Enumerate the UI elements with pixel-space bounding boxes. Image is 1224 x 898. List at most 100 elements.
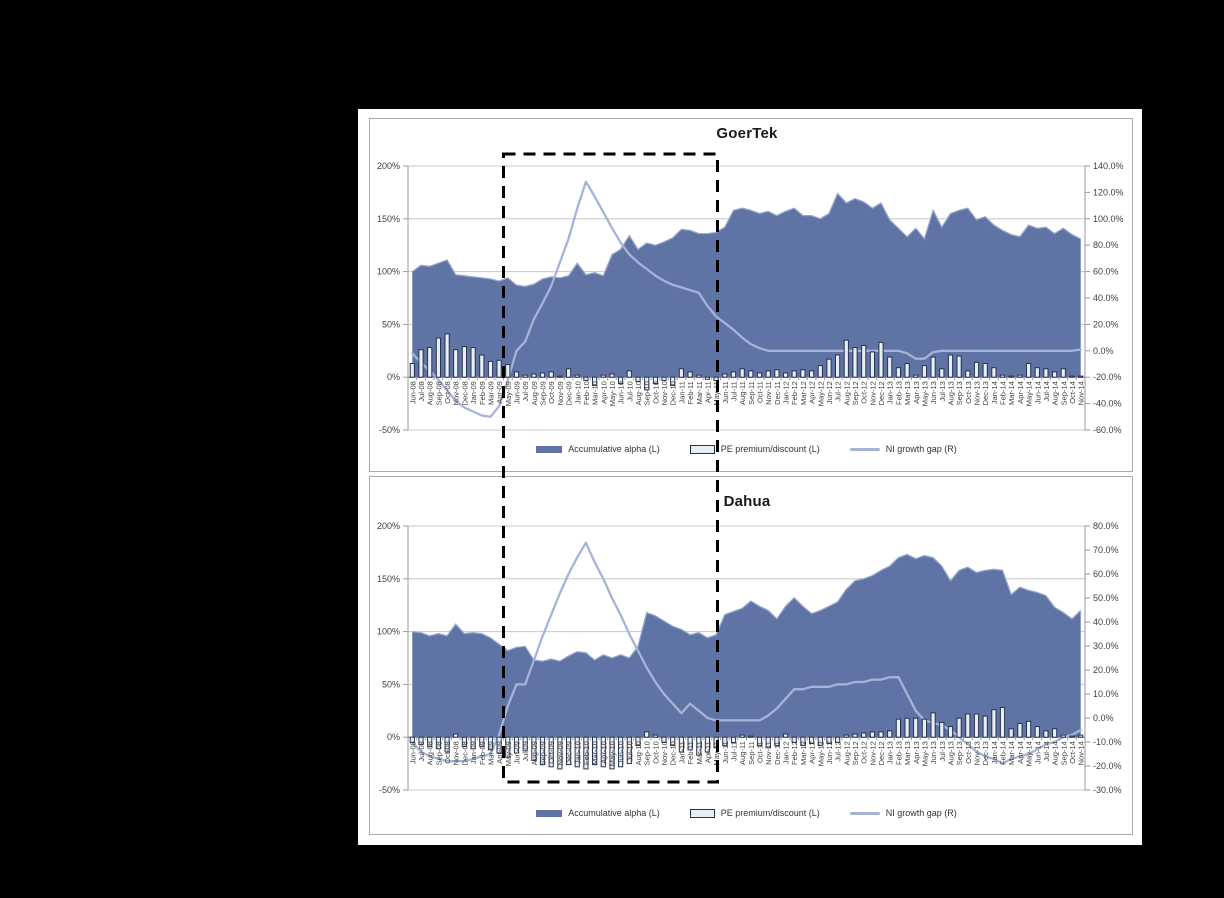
bar — [895, 718, 901, 738]
left-axis-label: -50% — [379, 425, 400, 435]
x-axis-label: May-12 — [816, 381, 825, 406]
right-axis-label: 60.0% — [1093, 267, 1119, 277]
bar — [635, 376, 641, 382]
x-axis-label: Aug-09 — [530, 741, 539, 765]
x-axis-label: Mar-12 — [799, 381, 808, 405]
bar — [956, 355, 962, 378]
bar — [574, 736, 580, 768]
x-axis-label: Nov-13 — [973, 741, 982, 765]
bar — [704, 736, 710, 753]
x-axis-label: Feb-13 — [894, 381, 903, 405]
bar — [522, 374, 528, 378]
x-axis-label: Oct-08 — [443, 381, 452, 404]
bar — [999, 374, 1006, 378]
dahua-chart: Jun-08 Jul-08 Aug-08 Sep-08 Oct-08 Nov-08 Dec-… — [377, 521, 1122, 795]
x-axis-label: Feb-11 — [686, 381, 695, 404]
x-axis-label: Apr-12 — [808, 741, 817, 764]
bar — [800, 736, 806, 747]
x-axis-label: Nov-14 — [1077, 741, 1086, 765]
left-axis-label: 50% — [382, 319, 400, 329]
x-axis-label: Jul-08 — [417, 741, 426, 761]
legend-label: PE premium/discount (L) — [720, 444, 820, 454]
bar — [600, 374, 606, 378]
bar — [479, 736, 485, 748]
x-axis-label: Jul-09 — [521, 741, 530, 761]
bar — [991, 709, 997, 738]
bar — [548, 371, 554, 378]
left-axis-label: 150% — [377, 574, 400, 584]
bar — [409, 363, 415, 378]
bar — [1008, 375, 1014, 378]
bar — [730, 371, 737, 378]
bar — [626, 736, 632, 765]
bar — [609, 736, 615, 770]
bar — [722, 373, 728, 378]
x-axis-label: Aug-13 — [947, 741, 956, 765]
bar — [869, 731, 875, 738]
bar — [418, 736, 424, 746]
bar — [756, 736, 763, 747]
area-series-edge — [411, 192, 1081, 288]
x-axis-label: Nov-09 — [556, 381, 565, 405]
x-axis-label: Feb-14 — [999, 741, 1008, 765]
bar — [904, 717, 910, 738]
x-axis-label: May-12 — [816, 741, 825, 766]
x-axis-label: Aug-11 — [738, 741, 747, 765]
bar — [913, 717, 919, 738]
bar — [644, 376, 650, 391]
bar — [704, 376, 710, 380]
area-series — [412, 193, 1081, 378]
bar — [774, 736, 780, 747]
bar — [1069, 735, 1075, 738]
x-axis-label: Jul-11 — [730, 741, 739, 761]
left-axis-label: 100% — [377, 627, 400, 637]
bar — [1078, 375, 1084, 378]
bar — [487, 360, 494, 378]
x-axis-label: Aug-10 — [634, 741, 643, 765]
area-swatch-icon — [536, 445, 563, 453]
x-axis-label: Jun-08 — [408, 381, 417, 404]
bar — [696, 374, 702, 378]
right-axis-label: 0.0% — [1093, 713, 1114, 723]
bar — [783, 733, 789, 738]
bar — [592, 376, 598, 387]
bar — [652, 376, 658, 385]
bar — [982, 363, 988, 378]
x-axis-label: Sep-14 — [1059, 741, 1068, 765]
x-axis-label: Sep-09 — [539, 381, 548, 405]
x-axis-label: Dec-10 — [669, 381, 678, 405]
bar — [869, 351, 875, 378]
x-axis-label: Nov-10 — [660, 741, 669, 765]
x-axis-label: Jul-10 — [625, 741, 634, 761]
x-axis-label: Feb-13 — [894, 741, 903, 765]
left-axis-label: 0% — [387, 372, 400, 382]
x-axis-label: Nov-13 — [973, 381, 982, 405]
bar — [557, 375, 563, 378]
x-axis-label: Aug-14 — [1051, 381, 1060, 405]
x-axis-label: Jun-10 — [617, 741, 626, 764]
line-series — [411, 541, 1082, 765]
bar — [930, 356, 936, 378]
x-axis-label: Mar-13 — [903, 741, 912, 765]
left-axis-label: 200% — [377, 161, 400, 171]
bar — [418, 349, 424, 378]
left-axis-label: 200% — [377, 521, 400, 531]
right-axis-label: -20.0% — [1093, 761, 1122, 771]
bar — [878, 731, 884, 738]
line-swatch-icon — [849, 447, 880, 451]
x-axis-label: Jan-12 — [782, 381, 791, 404]
x-axis-label: Oct-14 — [1068, 381, 1077, 404]
bar — [435, 736, 441, 750]
x-axis-label: Jun-10 — [617, 381, 626, 404]
x-axis-label: Mar-14 — [1007, 381, 1016, 405]
bar — [1060, 368, 1066, 378]
legend-item-ni-growth-gap: NI growth gap (R) — [849, 444, 957, 454]
x-axis-label: Apr-13 — [912, 381, 921, 404]
x-axis-label: Mar-10 — [591, 381, 600, 405]
x-axis-label: Apr-12 — [808, 381, 817, 404]
x-axis-label: Sep-11 — [747, 381, 756, 405]
right-axis-label: -30.0% — [1093, 785, 1122, 795]
x-axis-label: Feb-14 — [999, 381, 1008, 405]
x-axis-label: Sep-08 — [434, 381, 443, 405]
